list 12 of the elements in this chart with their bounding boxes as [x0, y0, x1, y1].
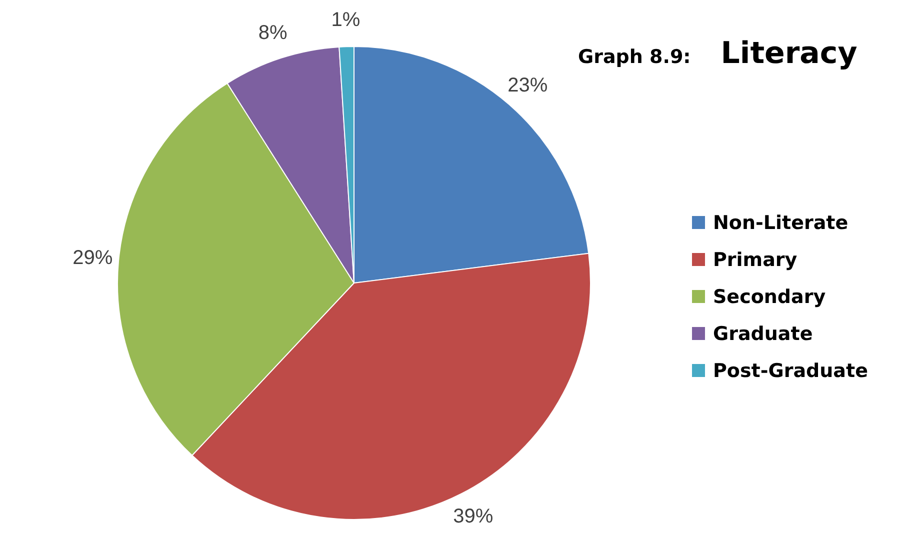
legend-label: Non-Literate	[713, 212, 848, 234]
data-label: 39%	[453, 505, 494, 528]
text: Graph 8.9:	[578, 46, 691, 68]
data-label: 8%	[258, 22, 288, 44]
data-label: 23%	[508, 74, 548, 97]
legend-label: Post-Graduate	[713, 360, 868, 382]
legend-label: Graduate	[713, 322, 813, 344]
legend-label: Secondary	[713, 286, 826, 308]
text: Literacy	[720, 36, 858, 71]
data-label: 1%	[331, 9, 360, 32]
data-label: 29%	[72, 246, 113, 269]
legend-label: Primary	[713, 248, 798, 270]
